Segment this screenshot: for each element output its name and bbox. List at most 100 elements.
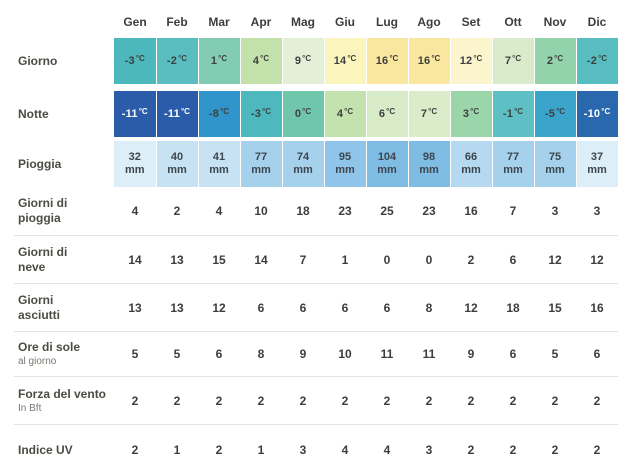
rain-value: 77	[506, 151, 520, 163]
temperature-unit: °C	[302, 107, 312, 116]
temperature-unit: °C	[138, 107, 148, 116]
day-cell-feb: -2°C	[156, 38, 199, 84]
uv-cell-ott: 2	[492, 424, 534, 457]
rain-unit: mm	[251, 164, 271, 176]
snow-days-cell-ott: 6	[492, 235, 534, 284]
rain-days-row: Giorni di pioggia 4 2 4 10 18 23 25 23 16 7 3 3	[14, 187, 618, 236]
month-header-ago: Ago	[417, 15, 441, 29]
rain-unit: mm	[209, 164, 229, 176]
rain-cell-giu: 95 mm	[324, 141, 367, 187]
temperature-value: 2	[546, 55, 554, 67]
day-cell-mar: 1°C	[198, 38, 241, 84]
temperature-value: -10	[583, 108, 601, 120]
temperature-unit: °C	[178, 54, 188, 63]
temperature-value: -8	[208, 108, 220, 120]
rain-days-cell-ott: 7	[509, 204, 517, 218]
temperature-unit: °C	[218, 54, 228, 63]
snow-days-cell-nov: 12	[534, 235, 576, 284]
rain-value: 95	[338, 151, 352, 163]
temperature-value: -3	[124, 55, 135, 67]
snow-days-cell-giu: 1	[324, 235, 366, 284]
sun-hours-cell-ago: 11	[408, 331, 450, 377]
rain-value: 74	[296, 151, 310, 163]
uv-cell-dic: 2	[576, 424, 618, 457]
snow-days-cell-set: 2	[450, 235, 492, 284]
temperature-unit: °C	[260, 54, 270, 63]
rain-cell-mag: 74 mm	[282, 141, 325, 187]
rain-days-cell-dic: 3	[593, 204, 601, 218]
rain-value: 77	[254, 151, 268, 163]
temperature-value: 16	[417, 55, 431, 67]
uv-cell-feb: 1	[156, 424, 198, 457]
dry-days-cell-ott: 18	[492, 283, 534, 332]
temperature-unit: °C	[135, 54, 145, 63]
dry-days-cell-gen: 13	[114, 283, 156, 332]
night-cell-set: 3°C	[450, 91, 493, 137]
night-cell-dic: -10°C	[576, 91, 619, 137]
temperature-value: -3	[250, 108, 262, 120]
rain-unit: mm	[335, 164, 355, 176]
wind-cell-dic: 2	[576, 376, 618, 425]
temperature-unit: °C	[302, 54, 312, 63]
sun-hours-cell-mag: 9	[282, 331, 324, 377]
temperature-unit: °C	[262, 107, 272, 116]
rain-days-cell-mag: 18	[296, 204, 310, 218]
row-label-snow-days: Giorni di neve	[14, 235, 114, 284]
uv-cell-mag: 3	[282, 424, 324, 457]
uv-cell-nov: 2	[534, 424, 576, 457]
day-cell-ott: 7°C	[492, 38, 535, 84]
day-cell-lug: 16°C	[366, 38, 409, 84]
rain-unit: mm	[293, 164, 313, 176]
night-cell-nov: -5°C	[534, 91, 577, 137]
row-label-wind: Forza del vento In Bft	[14, 376, 114, 425]
uv-cell-mar: 2	[198, 424, 240, 457]
sun-hours-cell-nov: 5	[534, 331, 576, 377]
rain-value: 98	[422, 151, 436, 163]
wind-cell-mar: 2	[198, 376, 240, 425]
snow-days-row: Giorni di neve 14 13 15 14 7 1 0 0 2 6 12 12	[14, 235, 618, 284]
day-cell-ago: 16°C	[408, 38, 451, 84]
temperature-value: -2	[586, 55, 598, 67]
dry-days-cell-set: 12	[450, 283, 492, 332]
snow-days-cell-mar: 15	[198, 235, 240, 284]
wind-cell-feb: 2	[156, 376, 198, 425]
snow-days-cell-dic: 12	[576, 235, 618, 284]
rain-days-cell-apr: 10	[254, 204, 268, 218]
sun-hours-cell-ott: 6	[492, 331, 534, 377]
temperature-unit: °C	[473, 54, 483, 63]
temperature-unit: °C	[431, 54, 441, 63]
temperature-value: 7	[504, 55, 512, 67]
wind-cell-ott: 2	[492, 376, 534, 425]
rain-value: 32	[128, 151, 141, 163]
month-header-mag: Mag	[291, 15, 315, 29]
row-label-dry-days: Giorni asciutti	[14, 283, 114, 332]
day-cell-apr: 4°C	[240, 38, 283, 84]
rain-cell-lug: 104 mm	[366, 141, 409, 187]
night-cell-ago: 7°C	[408, 91, 451, 137]
dry-days-cell-dic: 16	[576, 283, 618, 332]
temperature-value: 12	[459, 55, 473, 67]
rain-unit: mm	[461, 164, 481, 176]
uv-cell-lug: 4	[366, 424, 408, 457]
temperature-unit: °C	[554, 54, 564, 63]
wind-cell-apr: 2	[240, 376, 282, 425]
night-temperature-row: Notte -11°C -11°C -8°C -3°C 0°C 4°C 6°C 7°C 3°C -…	[14, 91, 619, 137]
rain-unit: mm	[419, 164, 439, 176]
row-label-sun-hours: Ore di sole al giorno	[14, 331, 114, 377]
rain-cell-feb: 40 mm	[156, 141, 199, 187]
wind-cell-nov: 2	[534, 376, 576, 425]
rain-cell-set: 66 mm	[450, 141, 493, 187]
rain-cell-gen: 32 mm	[114, 141, 157, 187]
night-cell-giu: 4°C	[324, 91, 367, 137]
row-gap	[14, 137, 618, 141]
dry-days-cell-giu: 6	[324, 283, 366, 332]
dry-days-cell-ago: 8	[408, 283, 450, 332]
rain-days-cell-giu: 23	[338, 204, 352, 218]
uv-cell-apr: 1	[240, 424, 282, 457]
temperature-value: -11	[121, 108, 138, 120]
day-cell-nov: 2°C	[534, 38, 577, 84]
row-gap	[14, 84, 618, 91]
dry-days-row: Giorni asciutti 13 13 12 6 6 6 6 8 12 18 15 16	[14, 283, 618, 332]
month-header-giu: Giu	[335, 15, 355, 29]
